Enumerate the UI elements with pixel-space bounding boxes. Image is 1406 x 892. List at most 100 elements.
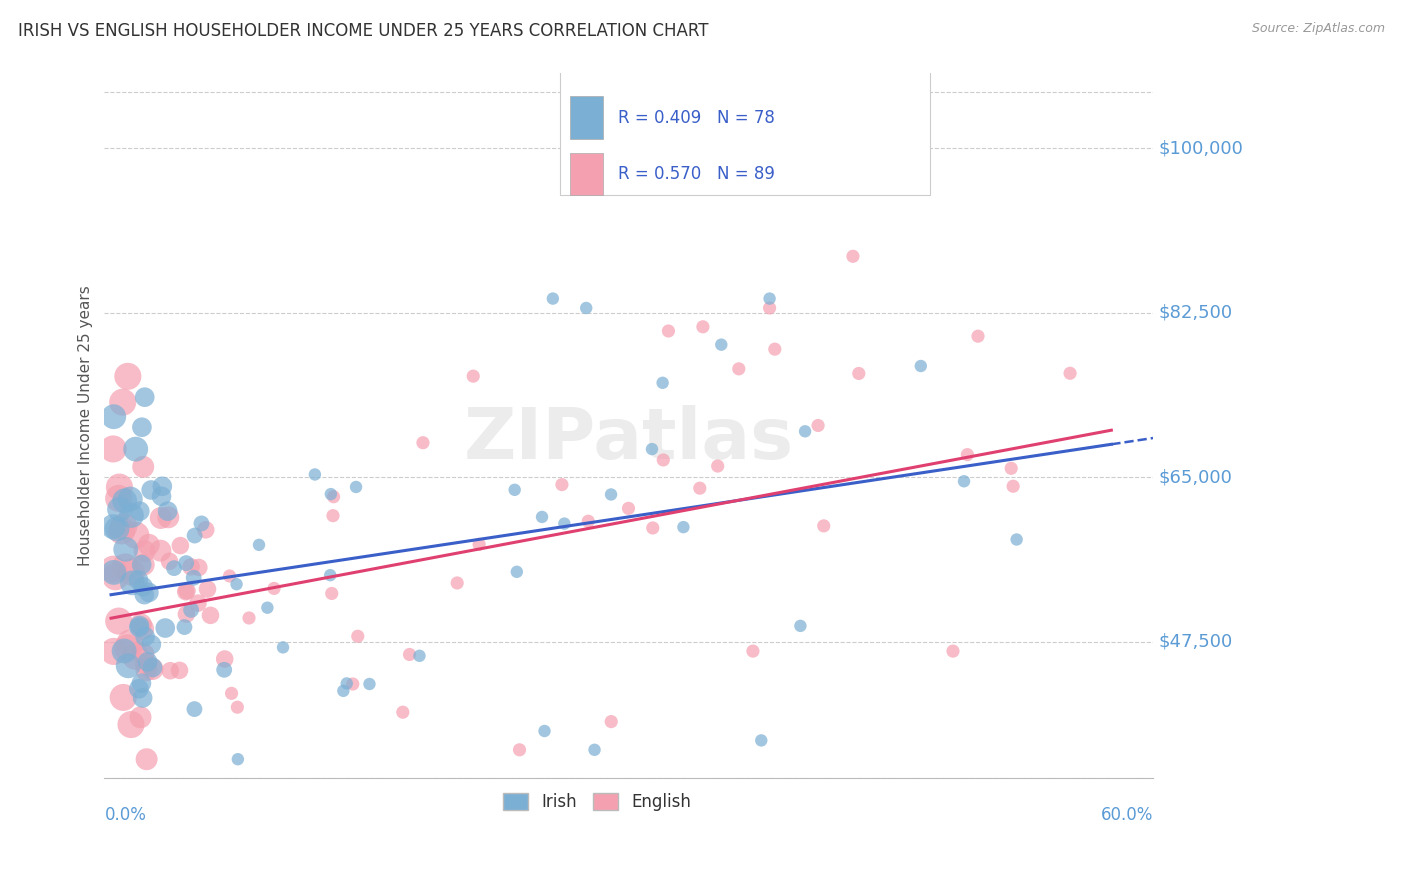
Point: [336, 676, 359, 690]
Point: [344, 480, 367, 494]
Point: [180, 559, 202, 574]
Point: [226, 752, 249, 766]
Point: [187, 596, 209, 610]
Point: [651, 376, 673, 390]
Point: [173, 620, 195, 634]
Point: [169, 539, 191, 553]
Point: [758, 292, 780, 306]
Point: [183, 702, 205, 716]
Point: [342, 677, 364, 691]
Point: [132, 647, 155, 661]
Point: [533, 724, 555, 739]
Point: [212, 663, 235, 677]
Point: [321, 586, 343, 600]
Point: [174, 556, 197, 570]
Point: [657, 324, 679, 338]
Point: [600, 714, 623, 729]
Point: [789, 619, 811, 633]
Point: [807, 418, 830, 433]
Point: [176, 607, 198, 621]
Point: [121, 575, 143, 590]
Point: [129, 617, 152, 632]
Legend: Irish, English: Irish, English: [495, 784, 700, 819]
Point: [953, 475, 976, 489]
Point: [107, 491, 129, 506]
Point: [117, 658, 139, 673]
Point: [263, 582, 285, 596]
Point: [692, 319, 714, 334]
Point: [942, 644, 965, 658]
Point: [112, 519, 135, 533]
Point: [101, 442, 124, 456]
Point: [1059, 366, 1081, 380]
Point: [134, 390, 156, 404]
Point: [749, 733, 772, 747]
Point: [214, 652, 236, 666]
Point: [391, 705, 413, 719]
Point: [155, 621, 177, 635]
Point: [131, 690, 153, 705]
Point: [112, 644, 135, 658]
Point: [319, 568, 342, 582]
Point: [652, 453, 675, 467]
Point: [114, 493, 136, 508]
Point: [159, 554, 181, 568]
Point: [346, 629, 368, 643]
Point: [131, 558, 153, 572]
Point: [124, 649, 146, 664]
Point: [408, 648, 430, 663]
Text: 0.0%: 0.0%: [104, 806, 146, 824]
Point: [103, 409, 125, 424]
Point: [1002, 479, 1025, 493]
Point: [531, 510, 554, 524]
Text: R = 0.409   N = 78: R = 0.409 N = 78: [617, 109, 775, 127]
Point: [194, 523, 217, 537]
Point: [1005, 533, 1028, 547]
Point: [135, 752, 157, 766]
Point: [322, 490, 344, 504]
Text: $100,000: $100,000: [1159, 139, 1243, 157]
Point: [150, 479, 173, 493]
Bar: [560, 54, 929, 195]
Point: [103, 566, 125, 580]
Point: [197, 582, 219, 596]
Point: [226, 700, 249, 714]
Point: [101, 519, 124, 533]
Point: [132, 558, 155, 572]
Point: [117, 369, 139, 384]
Point: [176, 583, 198, 598]
Text: $47,500: $47,500: [1159, 632, 1233, 650]
Point: [108, 502, 131, 516]
Point: [541, 292, 564, 306]
Point: [575, 301, 598, 315]
Point: [322, 508, 344, 523]
Point: [710, 337, 733, 351]
Point: [120, 491, 142, 506]
Point: [128, 681, 150, 696]
Point: [742, 644, 765, 658]
Point: [149, 511, 172, 525]
Point: [238, 611, 260, 625]
Point: [641, 442, 664, 456]
Point: [412, 435, 434, 450]
Point: [1000, 461, 1022, 475]
Point: [617, 501, 640, 516]
Text: $65,000: $65,000: [1159, 468, 1232, 486]
Point: [359, 677, 381, 691]
Point: [967, 329, 990, 343]
Point: [332, 683, 354, 698]
Point: [131, 676, 153, 690]
Point: [134, 588, 156, 602]
Point: [398, 648, 420, 662]
Point: [120, 508, 142, 523]
Point: [136, 655, 159, 669]
Point: [125, 442, 148, 457]
Point: [910, 359, 932, 373]
Text: Source: ZipAtlas.com: Source: ZipAtlas.com: [1251, 22, 1385, 36]
Point: [135, 663, 157, 677]
Text: 60.0%: 60.0%: [1101, 806, 1153, 824]
Text: IRISH VS ENGLISH HOUSEHOLDER INCOME UNDER 25 YEARS CORRELATION CHART: IRISH VS ENGLISH HOUSEHOLDER INCOME UNDE…: [18, 22, 709, 40]
Point: [183, 528, 205, 542]
Point: [117, 640, 139, 655]
Point: [112, 690, 135, 705]
